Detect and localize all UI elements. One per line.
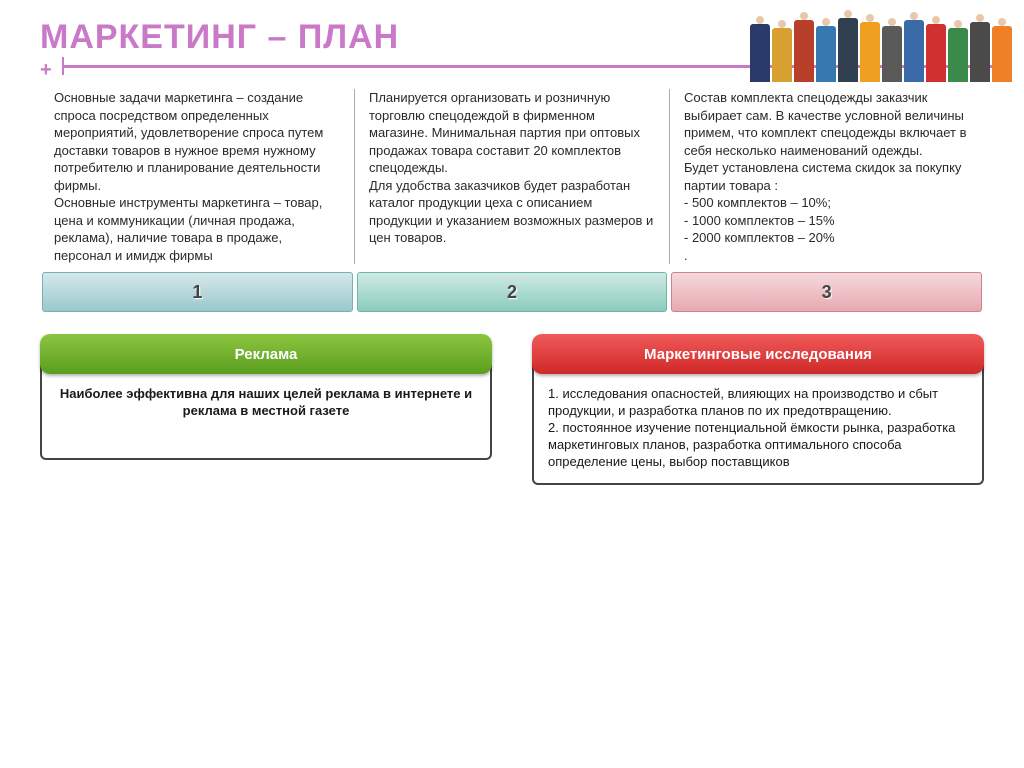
tab-1: 1 [42, 272, 353, 312]
pill-research: Маркетинговые исследования [532, 334, 984, 374]
body-research: 1. исследования опасностей, влияющих на … [532, 360, 984, 484]
number-tabs: 1 2 3 [0, 264, 1024, 312]
pill-advertising: Реклама [40, 334, 492, 374]
person-icon [992, 26, 1012, 82]
box-advertising: Реклама Наиболее эффективна для наших це… [40, 334, 492, 484]
column-2: Планируется организовать и розничную тор… [355, 89, 670, 264]
person-icon [926, 24, 946, 82]
text-columns: Основные задачи маркетинга – создание сп… [0, 75, 1024, 264]
body-advertising: Наиболее эффективна для наших целей рекл… [40, 360, 492, 460]
bottom-boxes: Реклама Наиболее эффективна для наших це… [0, 312, 1024, 484]
person-icon [970, 22, 990, 82]
person-icon [772, 28, 792, 82]
person-icon [794, 20, 814, 82]
person-icon [838, 18, 858, 82]
tab-3: 3 [671, 272, 982, 312]
column-1: Основные задачи маркетинга – создание сп… [40, 89, 355, 264]
plus-icon: + [40, 59, 52, 82]
people-illustration [750, 4, 1012, 82]
person-icon [860, 22, 880, 82]
person-icon [816, 26, 836, 82]
person-icon [948, 28, 968, 82]
person-icon [750, 24, 770, 82]
person-icon [882, 26, 902, 82]
column-3: Состав комплекта спецодежды заказчик выб… [670, 89, 984, 264]
box-research: Маркетинговые исследования 1. исследован… [532, 334, 984, 484]
person-icon [904, 20, 924, 82]
tab-2: 2 [357, 272, 668, 312]
